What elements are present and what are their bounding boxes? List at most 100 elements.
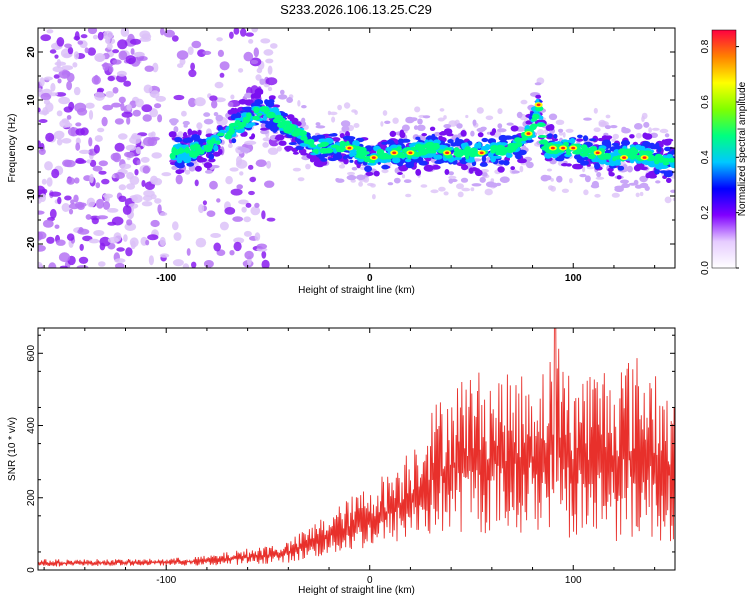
noise-blob: [206, 210, 216, 217]
noise-blob: [79, 149, 90, 154]
noise-blob: [57, 196, 62, 205]
noise-blob: [248, 39, 254, 44]
noise-blob: [38, 231, 43, 241]
noise-blob: [611, 192, 620, 198]
ridge-cell: [454, 139, 462, 147]
line-frame: [37, 327, 676, 571]
noise-blob: [147, 234, 159, 241]
noise-blob: [297, 100, 301, 107]
ridge-cell: [266, 111, 276, 119]
ridge-cell: [481, 155, 487, 163]
ridge-cell: [664, 146, 672, 152]
ridge-cell: [349, 152, 354, 157]
ridge-cell: [609, 172, 615, 177]
noise-blob: [476, 107, 484, 114]
noise-blob: [175, 174, 183, 185]
noise-blob: [97, 31, 104, 41]
ridge-cell: [381, 141, 388, 145]
noise-blob: [55, 239, 66, 246]
noise-blob: [51, 168, 60, 179]
noise-blob: [372, 194, 376, 200]
noise-blob: [118, 184, 127, 191]
ridge-cell: [260, 129, 269, 135]
ridge-cell: [628, 182, 637, 186]
noise-blob: [485, 115, 494, 121]
noise-blob: [229, 31, 234, 39]
ridge-cell: [510, 166, 515, 171]
noise-blob: [267, 86, 273, 92]
noise-blob: [343, 102, 351, 109]
noise-blob: [243, 51, 254, 62]
ridge-cell: [556, 175, 563, 183]
ridge-cell: [403, 179, 412, 184]
noise-blob: [219, 61, 230, 71]
noise-blob: [519, 165, 524, 173]
noise-blob: [276, 146, 282, 152]
noise-blob: [262, 137, 271, 142]
noise-blob: [546, 168, 553, 172]
noise-blob: [250, 59, 259, 65]
noise-blob: [191, 40, 202, 49]
noise-blob: [53, 74, 60, 79]
ridge-cell: [240, 132, 247, 137]
ridge-cell: [185, 137, 194, 143]
hotspot-core: [595, 151, 600, 155]
noise-blob: [203, 260, 214, 268]
noise-blob: [184, 169, 191, 175]
ridge-cell: [276, 117, 282, 123]
ridge-cell: [429, 126, 436, 131]
ridge-cell: [213, 112, 219, 117]
noise-blob: [126, 183, 136, 190]
noise-blob: [64, 195, 72, 201]
noise-blob: [54, 224, 60, 229]
ridge-cell: [337, 149, 345, 153]
ridge-cell: [472, 119, 477, 126]
noise-blob: [244, 250, 254, 260]
noise-blob: [484, 188, 493, 196]
ridge-cell: [548, 124, 555, 131]
ridge-cell: [331, 144, 339, 149]
noise-blob: [157, 114, 163, 123]
ridge-cell: [292, 151, 299, 155]
ridge-cell: [342, 135, 352, 141]
noise-blob: [73, 35, 81, 41]
noise-blob: [98, 261, 106, 267]
ridge-cell: [654, 168, 660, 175]
noise-blob: [152, 62, 159, 73]
noise-blob: [230, 94, 235, 100]
ridge-cell: [607, 167, 614, 172]
noise-blob: [64, 43, 72, 49]
noise-blob: [150, 131, 156, 138]
ridge-cell: [479, 176, 486, 183]
ridge-cell: [288, 142, 297, 146]
ridge-cell: [356, 174, 366, 181]
ridge-cell: [272, 104, 281, 108]
ridge-cell: [392, 156, 401, 164]
noise-blob: [380, 121, 384, 127]
noise-blob: [39, 193, 46, 202]
noise-blob: [161, 172, 172, 177]
ridge-cell: [544, 175, 552, 181]
noise-blob: [78, 256, 89, 264]
noise-blob: [157, 204, 162, 214]
ridge-cell: [341, 141, 347, 147]
ridge-cell: [649, 145, 660, 150]
noise-blob: [75, 157, 85, 164]
noise-blob: [565, 128, 574, 133]
hotspot-core: [445, 151, 450, 155]
x-axis-label: Height of straight line (km): [298, 585, 415, 596]
ridge-cell: [444, 147, 452, 152]
noise-blob: [125, 247, 133, 257]
noise-blob: [209, 180, 218, 190]
noise-blob: [122, 205, 132, 215]
ridge-cell: [309, 157, 315, 163]
ridge-cell: [314, 148, 319, 154]
noise-blob: [595, 176, 605, 180]
hotspot-core: [392, 151, 397, 155]
noise-blob: [160, 28, 165, 36]
noise-blob: [172, 221, 179, 231]
noise-blob: [232, 216, 244, 222]
hotspot-core: [408, 151, 413, 155]
ridge-cell: [587, 153, 596, 160]
hotspot-core: [571, 146, 576, 150]
